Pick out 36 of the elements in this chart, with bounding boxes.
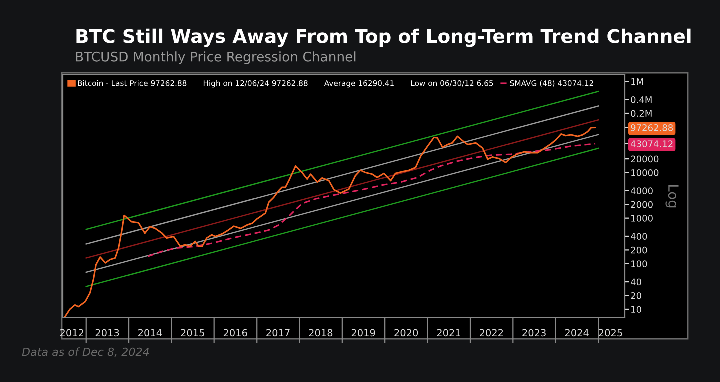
y-tick-label: 43074.12	[630, 140, 673, 148]
x-tick-label: 2017	[266, 329, 290, 337]
x-tick-label: 2019	[352, 329, 376, 337]
x-tick-label: 2012	[60, 329, 84, 337]
chart-title: BTC Still Ways Away From Top of Long-Term Trend Channel	[76, 28, 691, 48]
y-tick-label: 0.4M	[631, 96, 652, 104]
y-tick-label: 100	[632, 260, 648, 268]
y-tick-label: 40	[630, 278, 642, 286]
x-tick-label: 2014	[138, 329, 162, 337]
chart-subtitle: BTCUSD Monthly Price Regression Channel	[76, 52, 356, 64]
line-series	[64, 127, 596, 318]
x-tick-label: 2025	[599, 329, 622, 337]
x-tick-label: 2024	[565, 329, 589, 337]
line-series	[148, 143, 596, 258]
x-tick-label: 2023	[522, 329, 546, 337]
y-axis-title: Log	[666, 185, 679, 208]
y-tick-label: 10000	[632, 170, 659, 176]
y-tick-label: 400	[630, 233, 648, 240]
y-tick-label: 4000	[630, 188, 653, 194]
y-tick-label: 20	[631, 292, 642, 300]
text: Data as of Dec 8, 2024	[22, 348, 150, 358]
y-tick-label: 2000	[631, 201, 653, 208]
x-tick-label: 2021	[437, 329, 460, 337]
y-tick-label: 10	[632, 306, 642, 314]
y-tick-label: 1000	[632, 215, 653, 222]
x-tick-label: 2022	[480, 329, 504, 337]
x-tick-label: 2018	[309, 329, 333, 337]
y-tick-label: 0.2M	[631, 110, 652, 118]
y-tick-label: 1M	[632, 78, 644, 86]
y-tick-label: 97262.88	[631, 124, 674, 132]
x-tick-label: 2013	[96, 329, 120, 337]
y-tick-label: 200	[631, 246, 648, 254]
x-tick-label: 2016	[224, 329, 248, 337]
x-tick-label: 2020	[394, 329, 418, 337]
y-tick-label: 20000	[631, 156, 659, 163]
x-tick-label: 2015	[181, 329, 204, 337]
